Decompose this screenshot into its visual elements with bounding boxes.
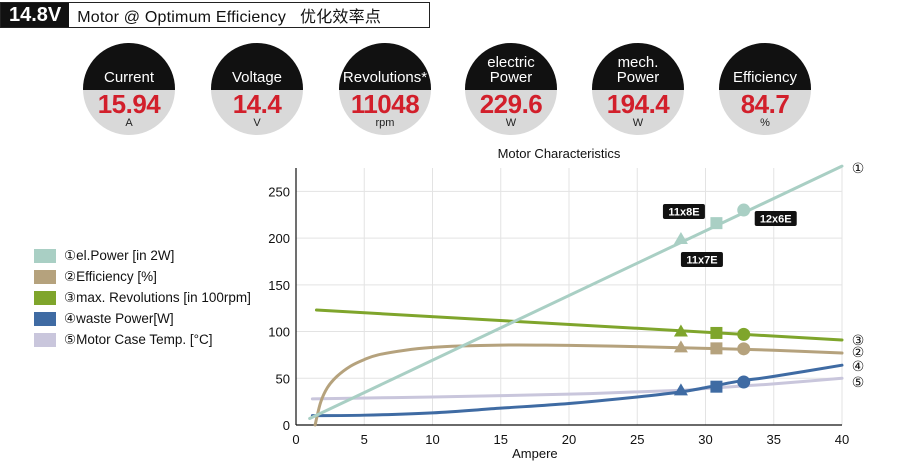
marker-square: [710, 326, 723, 339]
marker-square: [710, 380, 723, 393]
gauge-unit: V: [253, 117, 261, 129]
header-title-cn: 优化效率点: [300, 9, 382, 26]
y-tick-label: 250: [268, 184, 290, 199]
gauge-unit: A: [125, 117, 133, 129]
chart-legend: ①el.Power [in 2W] ②Efficiency [%] ③max. …: [34, 245, 251, 350]
legend-label: ⑤Motor Case Temp. [°C]: [64, 331, 213, 347]
legend-swatch: [34, 311, 56, 326]
gauge-unit: W: [505, 117, 517, 129]
series-end-label: ①: [852, 160, 865, 176]
legend-label: ①el.Power [in 2W]: [64, 247, 175, 263]
legend-item-waste-power: ④waste Power[W]: [34, 308, 251, 329]
gauge-label: Revolutions*: [339, 43, 431, 90]
y-tick-label: 150: [268, 278, 290, 293]
gauge-value: 11048: [350, 89, 420, 119]
series-line-3: [314, 308, 844, 342]
legend-item-el-power: ①el.Power [in 2W]: [34, 245, 251, 266]
gauge-value: 15.94: [97, 89, 161, 119]
legend-swatch: [34, 269, 56, 284]
chart-title: Motor Characteristics: [498, 146, 621, 161]
gauge-efficiency: Efficiency 84.7 %: [719, 43, 811, 135]
x-tick-label: 10: [425, 432, 439, 447]
series-end-label: ③: [852, 332, 865, 348]
legend-label: ④waste Power[W]: [64, 310, 174, 326]
legend-item-revolutions: ③max. Revolutions [in 100rpm]: [34, 287, 251, 308]
y-tick-label: 100: [268, 325, 290, 340]
gauge-mech-power: mech. Power 194.4 W: [592, 43, 684, 135]
gauge-label: Voltage: [211, 43, 303, 90]
x-tick-label: 25: [630, 432, 644, 447]
legend-swatch: [34, 248, 56, 263]
marker-circle: [737, 375, 751, 389]
gauge-unit: W: [632, 117, 644, 129]
annotation-tag: [662, 204, 705, 220]
marker-square: [710, 217, 723, 230]
series-line-1: [308, 164, 844, 420]
gauge-voltage: Voltage 14.4 V: [211, 43, 303, 135]
legend-swatch: [34, 290, 56, 305]
legend-swatch: [34, 332, 56, 347]
annotation-label: 11x7E: [686, 255, 717, 267]
gauge-label: Current: [83, 43, 175, 90]
legend-label: ②Efficiency [%]: [64, 268, 157, 284]
series-line-2: [313, 343, 844, 427]
annotation-tag: [754, 211, 797, 227]
gauge-value: 84.7: [740, 89, 790, 119]
marker-square: [710, 342, 723, 355]
annotation-label: 11x8E: [668, 207, 699, 219]
y-tick-label: 0: [283, 418, 290, 433]
marker-triangle: [673, 324, 688, 337]
gauge-value: 194.4: [606, 89, 670, 119]
x-tick-label: 40: [835, 432, 849, 447]
x-tick-label: 0: [292, 432, 299, 447]
gauge-unit: %: [760, 117, 770, 129]
series-end-label: ②: [852, 344, 865, 360]
gauge-label: mech. Power: [592, 43, 684, 90]
marker-triangle: [673, 232, 688, 245]
legend-item-efficiency: ②Efficiency [%]: [34, 266, 251, 287]
marker-triangle: [673, 340, 688, 353]
gauge-label: electric Power: [465, 43, 557, 90]
voltage-badge: 14.8V: [1, 3, 70, 27]
x-tick-label: 30: [698, 432, 712, 447]
legend-label: ③max. Revolutions [in 100rpm]: [64, 289, 251, 305]
gauge-revolutions: Revolutions* 11048 rpm: [339, 43, 431, 135]
gauge-value: 229.6: [479, 89, 543, 119]
gauge-unit: rpm: [375, 117, 395, 129]
gauge-electric-power: electric Power 229.6 W: [465, 43, 557, 135]
series-end-label: ④: [852, 358, 865, 374]
gauge-current: Current 15.94 A: [83, 43, 175, 135]
gauge-row: Current 15.94 A Voltage 14.4 V Revolutio…: [83, 43, 823, 135]
marker-circle: [737, 342, 751, 356]
marker-circle: [737, 327, 751, 341]
y-tick-label: 200: [268, 231, 290, 246]
marker-circle: [737, 203, 751, 217]
x-tick-label: 5: [361, 432, 368, 447]
gauge-value: 14.4: [232, 89, 282, 119]
legend-item-case-temp: ⑤Motor Case Temp. [°C]: [34, 329, 251, 350]
marker-triangle: [673, 383, 688, 396]
x-tick-label: 20: [562, 432, 576, 447]
annotation-label: 12x6E: [760, 214, 792, 226]
header-title-en: Motor @ Optimum Efficiency: [77, 9, 287, 26]
x-tick-label: 35: [767, 432, 781, 447]
gauge-label: Efficiency: [719, 43, 811, 90]
annotation-tag: [680, 252, 723, 268]
y-tick-label: 50: [276, 371, 290, 386]
header-title: Motor @ Optimum Efficiency 优化效率点: [69, 3, 381, 27]
x-axis-label: Ampere: [512, 446, 558, 461]
chart-header: 14.8V Motor @ Optimum Efficiency 优化效率点: [0, 2, 430, 28]
series-end-label: ⑤: [852, 374, 865, 390]
x-tick-label: 15: [494, 432, 508, 447]
